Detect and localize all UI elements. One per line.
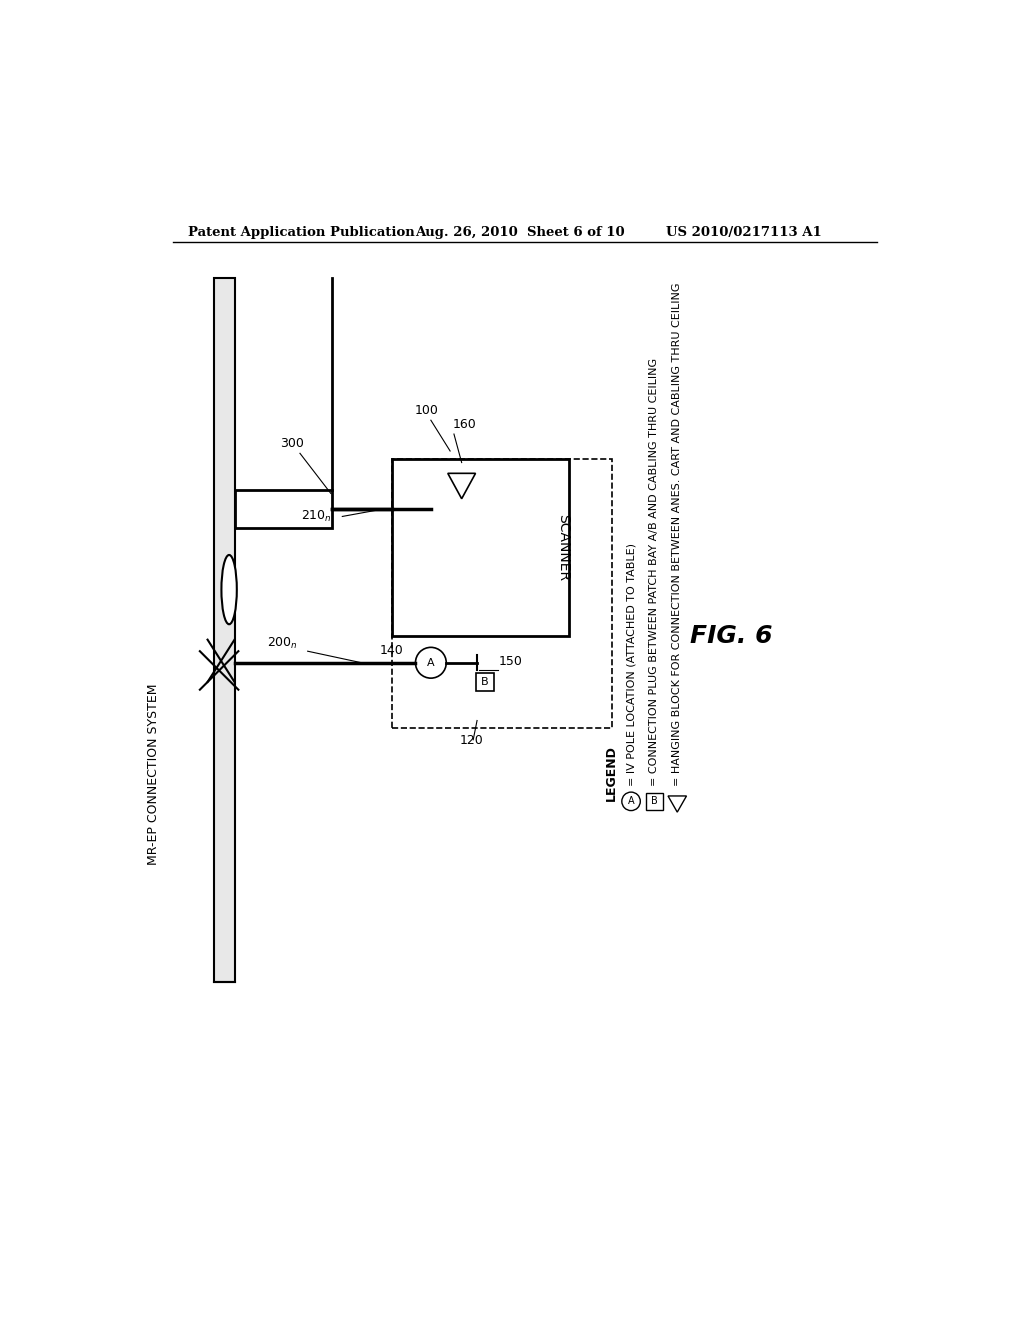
Text: B: B (481, 677, 488, 686)
Circle shape (622, 792, 640, 810)
Text: 100: 100 (415, 404, 439, 417)
Polygon shape (668, 796, 686, 812)
Text: = IV POLE LOCATION (ATTACHED TO TABLE): = IV POLE LOCATION (ATTACHED TO TABLE) (626, 543, 636, 785)
Text: Aug. 26, 2010  Sheet 6 of 10: Aug. 26, 2010 Sheet 6 of 10 (416, 226, 625, 239)
Text: FIG. 6: FIG. 6 (690, 624, 772, 648)
Bar (234, 490, 333, 528)
Text: A: A (427, 657, 434, 668)
Text: 120: 120 (460, 734, 483, 747)
Circle shape (416, 647, 446, 678)
Text: 200$_n$: 200$_n$ (267, 636, 298, 652)
Bar (646, 793, 663, 810)
Polygon shape (447, 474, 475, 499)
Text: = CONNECTION PLUG BETWEEN PATCH BAY A/B AND CABLING THRU CEILING: = CONNECTION PLUG BETWEEN PATCH BAY A/B … (649, 358, 659, 785)
Text: US 2010/0217113 A1: US 2010/0217113 A1 (666, 226, 821, 239)
Text: 300: 300 (281, 437, 304, 450)
Bar (214, 277, 234, 982)
Text: A: A (628, 796, 635, 807)
Text: B: B (651, 796, 657, 807)
Bar (392, 459, 569, 636)
Text: 140: 140 (380, 644, 403, 656)
Text: 210$_n$: 210$_n$ (301, 510, 333, 524)
Text: LEGEND: LEGEND (605, 746, 618, 801)
Text: 160: 160 (453, 418, 476, 430)
Text: MR-EP CONNECTION SYSTEM: MR-EP CONNECTION SYSTEM (147, 684, 160, 865)
Bar (475, 673, 494, 692)
Text: SCANNER: SCANNER (556, 513, 570, 581)
Ellipse shape (221, 554, 237, 624)
Text: = HANGING BLOCK FOR CONNECTION BETWEEN ANES. CART AND CABLING THRU CEILING: = HANGING BLOCK FOR CONNECTION BETWEEN A… (673, 282, 682, 785)
Bar (392, 459, 611, 729)
Text: 150: 150 (499, 655, 522, 668)
Text: Patent Application Publication: Patent Application Publication (188, 226, 415, 239)
